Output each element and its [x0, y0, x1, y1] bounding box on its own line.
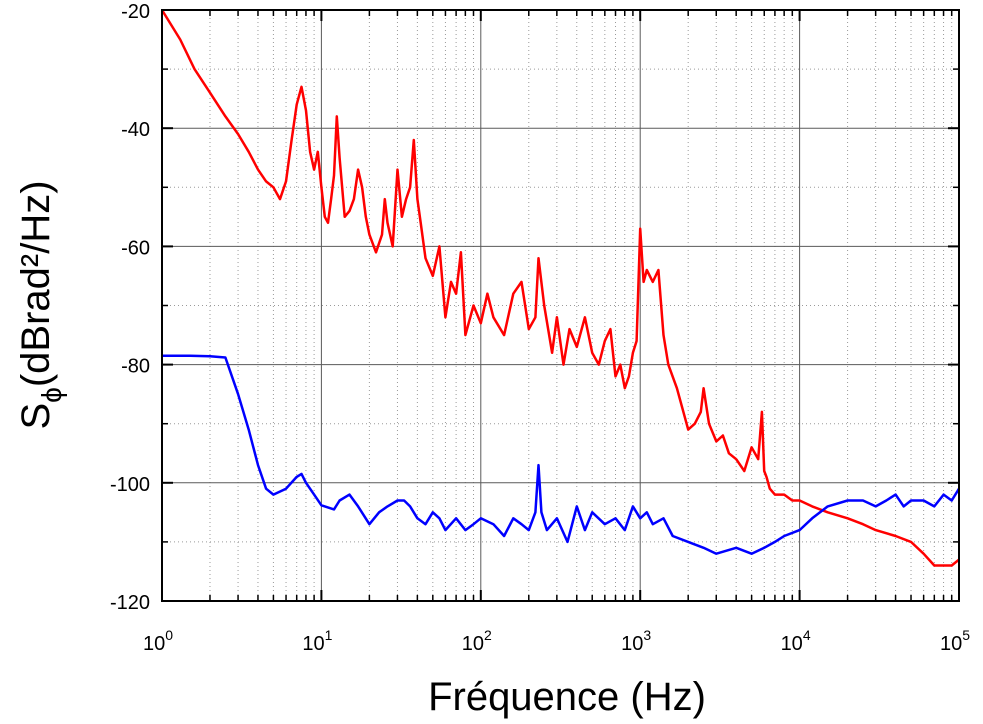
- y-tick-label: -20: [121, 1, 150, 23]
- plot-frame: [161, 9, 960, 602]
- y-tick-label: -80: [121, 356, 150, 378]
- x-tick-label: 104: [781, 627, 811, 655]
- y-tick-label: -60: [121, 237, 150, 259]
- y-axis-title-unit: (dBrad²/Hz): [14, 180, 58, 387]
- grid: [162, 10, 959, 601]
- x-tick-label: 105: [940, 627, 970, 655]
- y-tick-label: -120: [110, 592, 150, 614]
- y-axis-title-main: S: [14, 403, 58, 430]
- x-tick-label: 101: [302, 627, 332, 655]
- x-tick-label: 103: [621, 627, 651, 655]
- y-axis-title-sub: ϕ: [36, 387, 67, 403]
- x-tick-label: 100: [143, 627, 173, 655]
- red-series-line: [160, 9, 960, 567]
- plot-series: [160, 9, 961, 567]
- x-tick-labels: 100 101 102 103 104 105: [143, 627, 970, 655]
- y-axis-title: Sϕ(dBrad²/Hz): [14, 180, 67, 429]
- x-tick-label: 102: [462, 627, 492, 655]
- y-tick-label: -100: [110, 474, 150, 496]
- y-tick-labels: -20 -40 -60 -80 -100 -120: [110, 1, 150, 614]
- x-axis-title: Fréquence (Hz): [428, 675, 706, 719]
- axis-ticks: [161, 9, 960, 602]
- y-tick-label: -40: [121, 119, 150, 141]
- blue-series-line: [162, 354, 961, 555]
